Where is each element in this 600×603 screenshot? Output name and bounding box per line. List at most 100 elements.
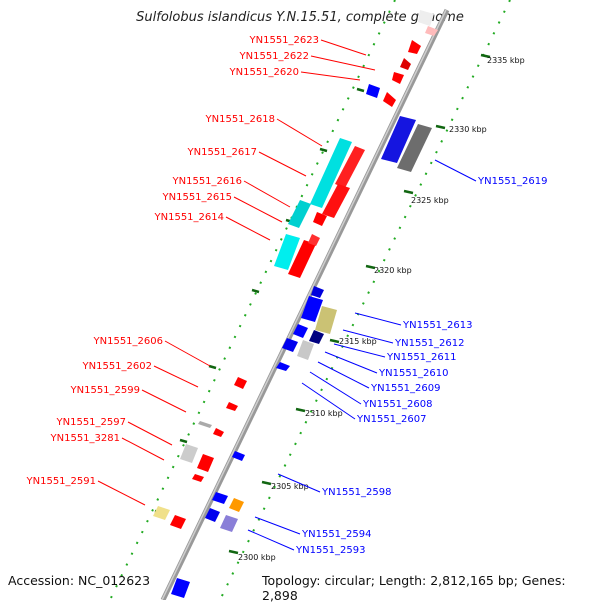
gene-2612 (315, 306, 337, 334)
label-leader-line (301, 382, 356, 420)
gene-2619-gray (397, 124, 432, 172)
gene-top-light2 (425, 26, 438, 36)
gene-2599 (198, 421, 212, 428)
label-leader-line (310, 55, 376, 71)
gene-2614c (308, 234, 320, 246)
gene-2614b (288, 240, 316, 278)
gene-2613b (311, 286, 324, 298)
gene-label: YN1551_2611 (386, 352, 457, 363)
gene-label: YN1551_2599 (70, 385, 141, 396)
gene-3281 (192, 474, 204, 482)
gene-label: YN1551_2606 (93, 336, 164, 347)
gene-label: YN1551_2615 (162, 192, 233, 203)
label-leader-line (277, 473, 321, 493)
gene-2614 (274, 234, 300, 270)
gene-2611 (309, 330, 324, 344)
label-leader-line (354, 312, 402, 326)
gene-label: YN1551_2614 (154, 212, 225, 223)
accession-text: Accession: NC_012623 (8, 573, 151, 588)
gene-2615b (313, 212, 327, 226)
gene-label: YN1551_2623 (249, 35, 320, 46)
gene-2617 (335, 146, 365, 188)
gene-label: YN1551_2618 (205, 114, 276, 125)
gene-label: YN1551_2620 (229, 67, 300, 78)
topology-text: Topology: circular; Length: 2,812,165 bp… (262, 573, 566, 603)
kbp-label: 2315 kbp (339, 337, 377, 346)
gene-2597b (197, 454, 214, 472)
gene-label: YN1551_2602 (82, 361, 153, 372)
gene-label: YN1551_3281 (50, 433, 121, 444)
label-leader-line (153, 365, 199, 388)
label-leader-line (141, 389, 187, 413)
label-leader-line (243, 180, 291, 208)
label-leader-line (254, 516, 301, 535)
gene-label: YN1551_2591 (26, 476, 97, 487)
tick-track-inner (109, 0, 396, 600)
gene-label: YN1551_2622 (239, 51, 310, 62)
label-leader-line (317, 361, 370, 389)
gene-2597 (180, 444, 198, 463)
tick-track-outer (219, 0, 511, 600)
label-leader-line (309, 371, 362, 405)
gene-label: YN1551_2597 (56, 417, 127, 428)
label-leader-line (324, 351, 378, 374)
gene-2622b (392, 72, 404, 84)
map-title: Sulfolobus islandicus Y.N.15.51, complet… (136, 10, 464, 25)
gene-2594b (229, 498, 244, 512)
kbp-label: 2330 kbp (449, 125, 487, 134)
gene-2620 (366, 84, 380, 98)
label-leader-line (333, 343, 386, 358)
gene-2622 (400, 58, 411, 70)
kbp-label: 2325 kbp (411, 196, 449, 205)
gene-label: YN1551_2608 (362, 399, 433, 410)
gene-label: YN1551_2594 (301, 529, 372, 540)
gene-2591b (170, 515, 186, 529)
label-leader-line (320, 39, 367, 56)
gene-2616 (322, 184, 350, 218)
gene-2606 (234, 377, 247, 389)
label-leader-line (434, 159, 477, 182)
gene-label: YN1551_2617 (187, 147, 258, 158)
label-leader-line (121, 437, 165, 461)
gene-2615 (288, 200, 311, 228)
label-leader-line (164, 340, 211, 367)
gene-label: YN1551_2612 (394, 338, 465, 349)
kbp-label: 2310 kbp (305, 409, 343, 418)
gene-bottom (171, 578, 190, 598)
gene-label: YN1551_2593 (295, 545, 366, 556)
gene-label: YN1551_2610 (378, 368, 449, 379)
kbp-label: 2335 kbp (487, 56, 525, 65)
gene-2599b (213, 428, 224, 437)
gene-2613 (301, 296, 323, 322)
genome-backbone (160, 8, 450, 600)
label-leader-line (233, 196, 283, 223)
gene-label: YN1551_2607 (356, 414, 427, 425)
gene-2598 (232, 451, 245, 461)
gene-2593 (220, 515, 238, 532)
label-leader-line (247, 529, 295, 551)
gene-2610 (297, 340, 314, 360)
gene-2623 (408, 40, 421, 54)
label-leader-line (225, 216, 271, 241)
gene-label: YN1551_2609 (370, 383, 441, 394)
gene-label: YN1551_2598 (321, 487, 392, 498)
kbp-label: 2320 kbp (374, 266, 412, 275)
gene-2591 (153, 506, 170, 520)
gene-top-light (418, 10, 434, 26)
kbp-label: 2300 kbp (238, 553, 276, 562)
label-leader-line (300, 71, 361, 81)
gene-label: YN1551_2613 (402, 320, 473, 331)
label-leader-line (342, 329, 394, 344)
label-leader-line (97, 480, 146, 506)
gene-2608 (282, 338, 298, 352)
gene-2594 (212, 492, 228, 504)
gene-2620b (383, 92, 396, 107)
kbp-label: 2305 kbp (271, 482, 309, 491)
gene-2609 (293, 324, 308, 338)
label-leader-line (127, 421, 173, 446)
gene-2618 (310, 138, 352, 208)
label-leader-line (276, 118, 323, 147)
gene-2607 (276, 362, 290, 371)
gene-label: YN1551_2619 (477, 176, 548, 187)
